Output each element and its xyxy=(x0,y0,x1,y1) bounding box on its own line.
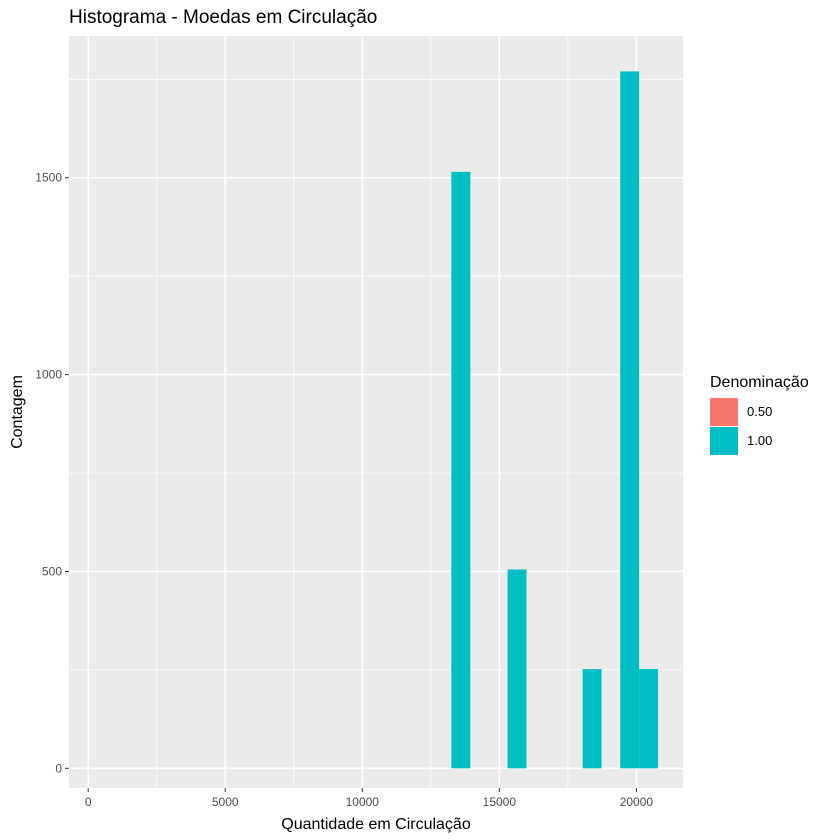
y-tick-label: 500 xyxy=(42,564,62,578)
plot-panel xyxy=(69,36,683,788)
grid-major xyxy=(69,36,683,788)
x-axis-ticks: 0 5000 10000 15000 20000 xyxy=(85,788,654,809)
legend-title: Denominação xyxy=(710,374,809,391)
y-tick-label: 1000 xyxy=(35,368,62,382)
legend-entries: 0.50 1.00 xyxy=(710,398,772,455)
y-tick-label: 1500 xyxy=(35,171,62,185)
legend-entry-label: 1.00 xyxy=(747,433,772,448)
y-axis-ticks: 0 500 1000 1500 xyxy=(35,171,69,775)
histogram-bar xyxy=(639,669,659,769)
histogram-bars xyxy=(451,71,659,769)
x-tick-label: 5000 xyxy=(212,795,239,809)
histogram-bar xyxy=(582,669,602,769)
grid-minor xyxy=(69,36,683,788)
x-axis-title: Quantidade em Circulação xyxy=(281,816,471,833)
y-tick-label: 0 xyxy=(55,761,62,775)
legend-swatch xyxy=(710,427,738,455)
histogram-bar xyxy=(620,71,640,769)
x-tick-label: 15000 xyxy=(483,795,517,809)
y-axis-title: Contagem xyxy=(9,375,26,449)
legend-entry-label: 0.50 xyxy=(747,404,772,419)
histogram-bar xyxy=(507,569,527,769)
x-tick-label: 0 xyxy=(85,795,92,809)
legend: Denominação 0.50 1.00 xyxy=(710,374,809,455)
x-tick-label: 10000 xyxy=(346,795,380,809)
legend-swatch xyxy=(710,398,738,426)
x-tick-label: 20000 xyxy=(620,795,654,809)
histogram-bar xyxy=(451,171,471,769)
chart-title: Histograma - Moedas em Circulação xyxy=(69,7,377,28)
